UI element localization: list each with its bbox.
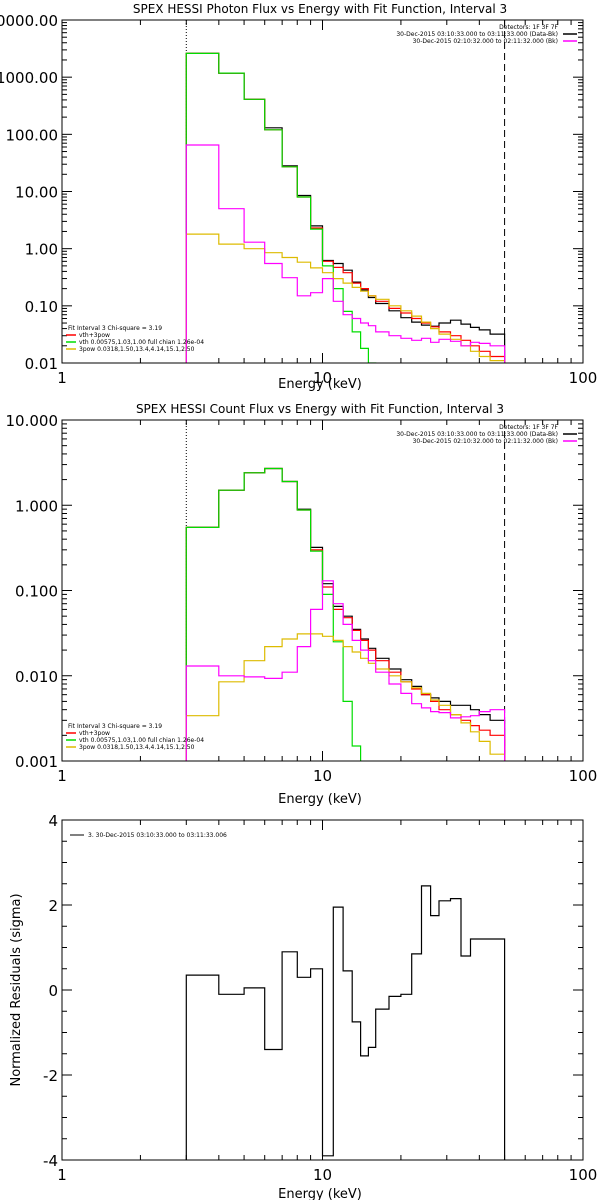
legend-top-entry: 30-Dec-2015 03:10:33.000 to 03:11:33.000… — [396, 431, 558, 438]
legend-top-entry: 30-Dec-2015 02:10:32.000 to 02:11:32.000… — [413, 438, 558, 445]
panel2-yticks: 0.001 0.010 0.100 1.000 10.000 — [6, 412, 583, 771]
y-tick-label: 10.000 — [6, 412, 59, 430]
legend-top-entry: 30-Dec-2015 02:10:32.000 to 02:11:32.000… — [413, 38, 558, 45]
x-tick-label: 1 — [57, 1166, 67, 1184]
y-tick-label: -4 — [43, 1152, 58, 1170]
y-tick-label: 100.00 — [6, 126, 59, 144]
plot-frame — [61, 819, 584, 1161]
x-tick-label: 100 — [569, 767, 598, 785]
photon-flux-panel: SPEX HESSI Photon Flux vs Energy with Fi… — [0, 2, 597, 392]
panel3-xticks: 1 10 100 — [57, 820, 597, 1184]
panel1-yticks: 0.01 0.10 1.00 10.00 100.00 1000.00 0000.00 — [0, 12, 583, 373]
y-tick-label: 1.00 — [25, 241, 58, 259]
y-tick-label: 1000.00 — [0, 69, 58, 87]
y-tick-label: 0.001 — [15, 753, 58, 771]
spectrum-series — [185, 467, 506, 761]
legend-bottom-entry: vth 0.00575,1.03,1.00 full chian 1.26e-0… — [79, 339, 204, 346]
legend-bottom-entry: vth 0.00575,1.03,1.00 full chian 1.26e-0… — [79, 737, 204, 744]
panel2-title: SPEX HESSI Count Flux vs Energy with Fit… — [136, 402, 504, 416]
y-tick-label: 1.000 — [15, 497, 58, 515]
panel1-curves — [185, 20, 506, 363]
panel1-title: SPEX HESSI Photon Flux vs Energy with Fi… — [133, 2, 507, 16]
legend-top-entry: 30-Dec-2015 03:10:33.000 to 03:11:33.000… — [396, 31, 558, 38]
spectrum-series — [185, 580, 506, 761]
spectrum-series — [185, 633, 506, 761]
y-tick-label: 0.010 — [15, 668, 58, 686]
legend-bottom-entry: vth+3pow — [79, 332, 110, 339]
legend-bottom-entry: vth+3pow — [79, 730, 110, 737]
x-tick-label: 10 — [313, 1166, 332, 1184]
panel3-legend: 3. 30-Dec-2015 03:10:33.000 to 03:11:33.… — [70, 832, 227, 839]
x-tick-label: 100 — [569, 369, 598, 387]
spectrum-series — [185, 885, 506, 1160]
spectrum-series — [185, 467, 362, 761]
spectrum-series — [185, 144, 506, 363]
x-tick-label: 1 — [57, 369, 67, 387]
panel3-xlabel: Energy (keV) — [278, 1187, 362, 1200]
panel2-xlabel: Energy (keV) — [278, 792, 362, 807]
y-tick-label: 0.01 — [25, 355, 58, 373]
y-tick-label: 0.100 — [15, 583, 58, 601]
x-tick-label: 1 — [57, 767, 67, 785]
x-tick-label: 100 — [569, 1166, 598, 1184]
plot-frame — [61, 419, 584, 762]
y-tick-label: 0000.00 — [0, 12, 58, 30]
x-tick-label: 10 — [313, 767, 332, 785]
legend-top-entry: Detectors: 1F 3F 7F — [499, 424, 558, 431]
panel3-curves — [185, 885, 506, 1160]
legend-entry: 3. 30-Dec-2015 03:10:33.000 to 03:11:33.… — [88, 832, 227, 839]
y-tick-label: 0 — [48, 982, 58, 1000]
y-tick-label: 0.10 — [25, 298, 58, 316]
y-tick-label: 4 — [48, 812, 58, 830]
panel3-yticks: -4 -2 0 2 4 — [43, 812, 583, 1170]
legend-bottom-entry: 3pow 0.0318,1.50,13.4,4.14,15.1,2.50 — [79, 346, 195, 353]
spectrum-series — [185, 233, 506, 363]
y-tick-label: -2 — [43, 1067, 58, 1085]
y-tick-label: 10.00 — [15, 184, 58, 202]
spectrum-series — [185, 52, 377, 363]
x-tick-label: 10 — [313, 369, 332, 387]
legend-bottom-entry: Fit Interval 3 Chi-square = 3.19 — [68, 325, 162, 332]
count-flux-panel: SPEX HESSI Count Flux vs Energy with Fit… — [6, 402, 598, 807]
plot-frame — [61, 19, 584, 364]
panel2-xticks: 1 10 100 — [57, 420, 597, 785]
panel2-curves — [185, 420, 506, 761]
y-tick-label: 2 — [48, 897, 58, 915]
panel3-ylabel: Normalized Residuals (sigma) — [9, 893, 24, 1086]
panel1-xlabel: Energy (keV) — [278, 377, 362, 392]
legend-top-entry: Detectors: 1F 3F 7F — [499, 24, 558, 31]
legend-bottom-entry: 3pow 0.0318,1.50,13.4,4.14,15.1,2.50 — [79, 744, 195, 751]
residuals-panel: -4 -2 0 2 4 1 10 100 Energy (keV) Normalized R… — [9, 812, 597, 1200]
legend-bottom-entry: Fit Interval 3 Chi-square = 3.19 — [68, 723, 162, 730]
